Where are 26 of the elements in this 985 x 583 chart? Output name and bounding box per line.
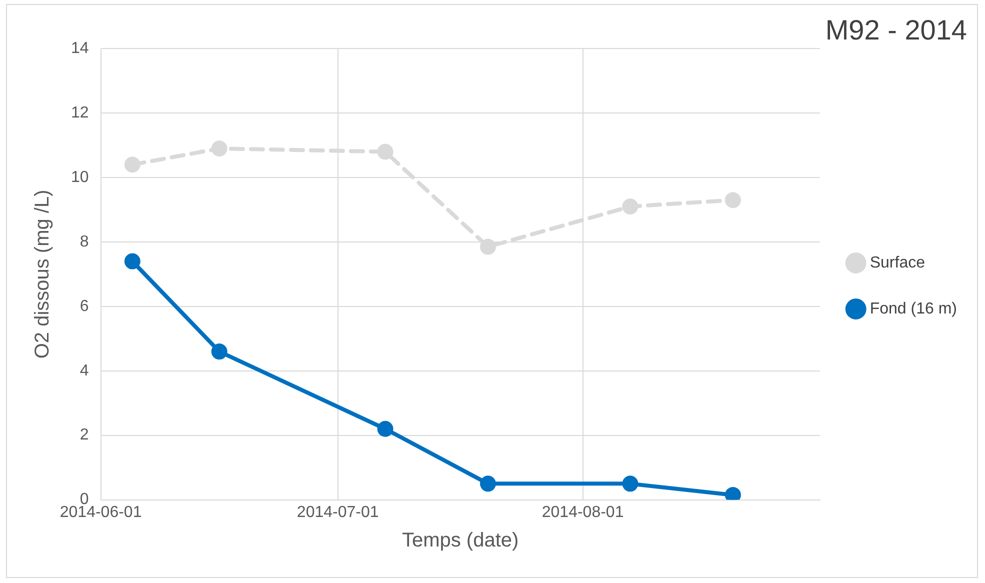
- x-axis-title: Temps (date): [402, 530, 519, 552]
- legend-label: Fond (16 m): [870, 300, 957, 318]
- point: [211, 140, 228, 157]
- y-tick-label: 14: [71, 40, 89, 58]
- legend-label: Surface: [870, 254, 926, 272]
- point: [124, 156, 140, 173]
- y-axis-title: O2 dissous (mg /L): [32, 190, 54, 359]
- point: [124, 253, 140, 270]
- point: [211, 344, 228, 360]
- y-tick-label: 8: [80, 233, 89, 250]
- text: M92 - 2014: [825, 14, 967, 46]
- y-tick-label: 4: [80, 362, 89, 380]
- y-tick-label: 2: [80, 426, 89, 444]
- x-tick-label: 2014-06-01: [60, 504, 142, 521]
- y-tick-label: 12: [71, 104, 89, 122]
- point: [377, 144, 394, 160]
- y-tick-label: 6: [80, 298, 89, 315]
- point: [480, 476, 496, 492]
- point: [622, 476, 638, 492]
- point: [622, 198, 638, 215]
- x-tick-label: 2014-08-01: [542, 504, 624, 521]
- point: [377, 420, 394, 437]
- point: [480, 238, 496, 255]
- point: [724, 192, 741, 208]
- x-tick-label: 2014-07-01: [296, 504, 379, 521]
- y-tick-label: 10: [71, 168, 89, 186]
